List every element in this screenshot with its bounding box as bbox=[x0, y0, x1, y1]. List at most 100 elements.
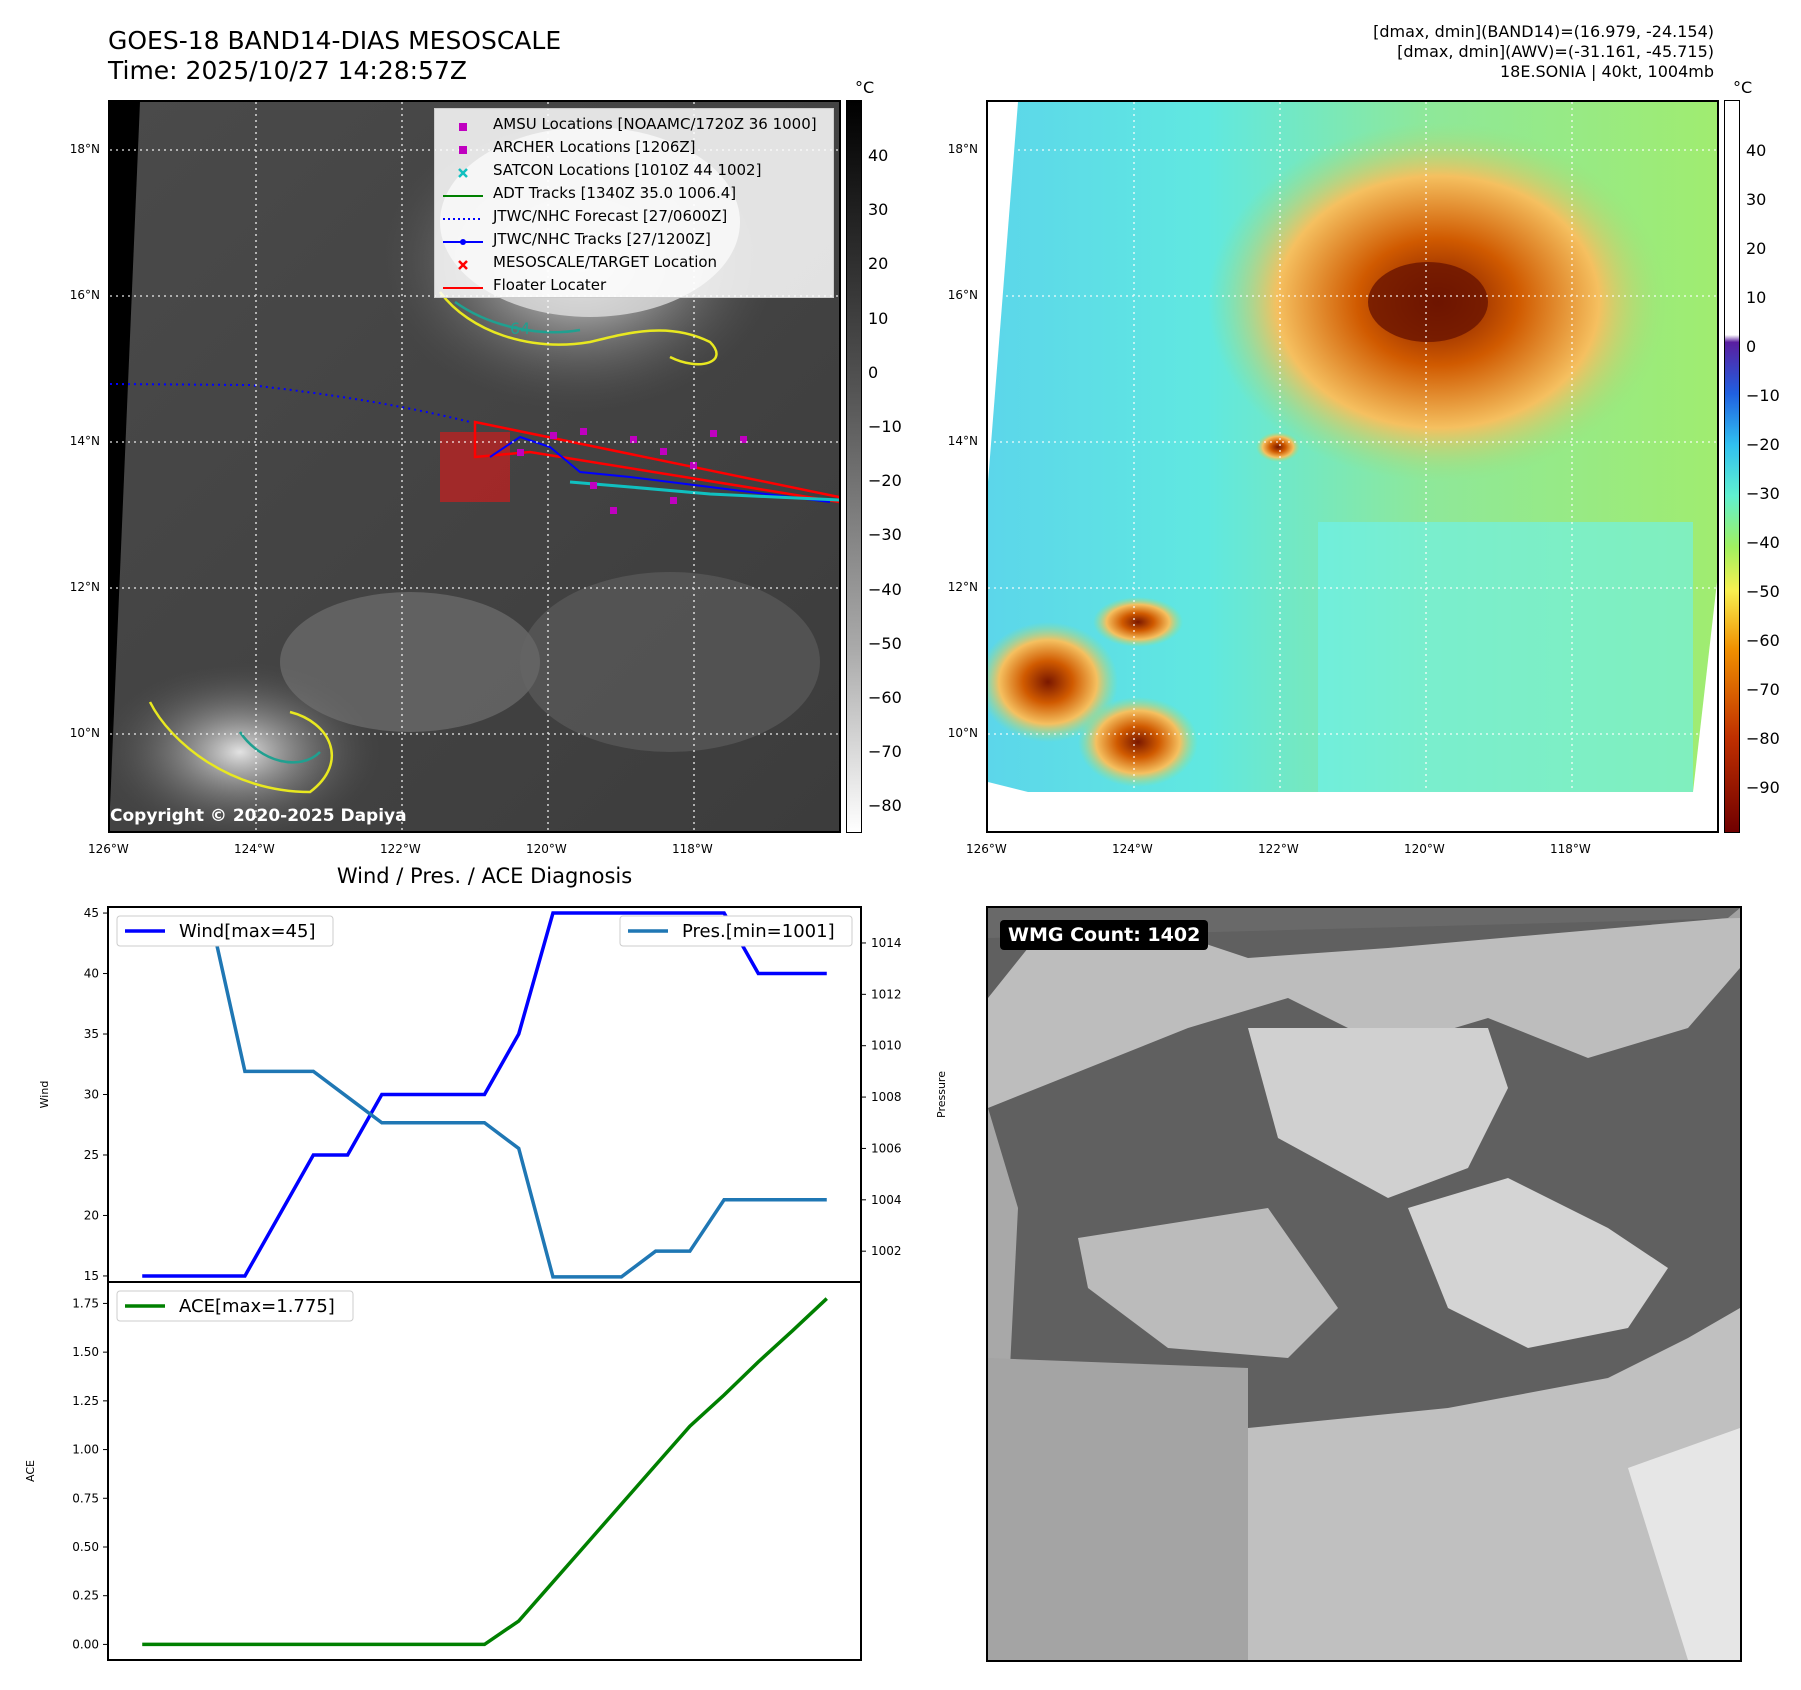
series-line-1 bbox=[142, 1297, 828, 1647]
colorbar-tick-label: 0 bbox=[1746, 337, 1757, 356]
wv-colorbar-ticks: 40 30 20 10 0 −10 −20 −30 −40 −50 −60 −70 −80 −90 bbox=[1746, 100, 1786, 833]
lon-tick-label: 120°W bbox=[526, 842, 567, 856]
lon-tick-label: 122°W bbox=[380, 842, 421, 856]
y-axis-label: Wind bbox=[38, 1081, 51, 1109]
y-tick-label: 45 bbox=[84, 906, 99, 920]
y2-tick-label: 1004 bbox=[871, 1193, 902, 1207]
forecast-track bbox=[110, 383, 471, 423]
legend-item-satcon: SATCON Locations [1010Z 44 1002] bbox=[443, 159, 825, 182]
lon-tick-label: 126°W bbox=[88, 842, 129, 856]
colorbar-tick-label: 0 bbox=[868, 362, 879, 382]
y-tick-label: 1.75 bbox=[72, 1296, 99, 1310]
y2-tick-label: 1010 bbox=[871, 1039, 902, 1053]
wind-pressure-chart: 15 20 25 30 35 40 45 1002 1004 1006 1008 1010 1012 10… bbox=[38, 906, 948, 1283]
ir-lon-ticks: 126°W 124°W 122°W 120°W 118°W bbox=[88, 840, 841, 860]
legend-item-adt: ADT Tracks [1340Z 35.0 1006.4] bbox=[443, 184, 737, 202]
y-tick-label: 35 bbox=[84, 1027, 99, 1041]
colorbar-tick-label: 30 bbox=[1746, 190, 1767, 209]
y-tick-label: 20 bbox=[84, 1208, 99, 1222]
colorbar-tick-label: −20 bbox=[868, 471, 902, 491]
chart-legend-1: Wind[max=45] bbox=[116, 915, 334, 947]
ir-colorbar-ticks: 40 30 20 10 0 −10 −20 −30 −40 −50 −60 −70 −80 bbox=[868, 100, 908, 833]
stats-block: [dmax, dmin](BAND14)=(16.979, -24.154) [… bbox=[1373, 22, 1714, 82]
colorbar-tick-label: −60 bbox=[1746, 631, 1780, 650]
colorbar-tick-label: −60 bbox=[868, 688, 902, 707]
legend-item-archer: ARCHER Locations [1206Z] bbox=[443, 136, 825, 159]
stats-awv: [dmax, dmin](AWV)=(-31.161, -45.715) bbox=[1397, 42, 1714, 61]
wv-colorbar-unit: °C bbox=[1733, 78, 1753, 97]
wv-lon-ticks: 126°W 124°W 122°W 120°W 118°W bbox=[966, 840, 1719, 860]
contour-label: 64 bbox=[510, 319, 530, 338]
lat-tick-label: 12°N bbox=[69, 580, 100, 594]
lat-tick-label: 10°N bbox=[947, 726, 978, 740]
y-tick-label: 1.50 bbox=[72, 1345, 99, 1359]
wv-map-image bbox=[988, 102, 1717, 831]
lat-tick-label: 12°N bbox=[947, 580, 978, 594]
y2-axis-label: Pressure bbox=[935, 1071, 948, 1118]
stats-band14: [dmax, dmin](BAND14)=(16.979, -24.154) bbox=[1373, 22, 1714, 41]
wmg-panel bbox=[986, 906, 1742, 1662]
colorbar-tick-label: −80 bbox=[868, 796, 902, 816]
y-tick-label: 0.50 bbox=[72, 1540, 99, 1554]
colorbar-tick-label: −90 bbox=[1746, 778, 1780, 797]
lat-tick-label: 18°N bbox=[947, 142, 978, 156]
legend-box bbox=[619, 915, 853, 947]
y2-tick-label: 1012 bbox=[871, 987, 902, 1001]
storm-info: 18E.SONIA | 40kt, 1004mb bbox=[1499, 62, 1714, 81]
lat-tick-label: 14°N bbox=[947, 434, 978, 448]
legend-item-forecast: JTWC/NHC Forecast [27/0600Z] bbox=[443, 207, 728, 225]
legend-item-target: MESOSCALE/TARGET Location bbox=[443, 251, 825, 274]
y-tick-label: 0.75 bbox=[72, 1491, 99, 1505]
lon-tick-label: 126°W bbox=[966, 842, 1007, 856]
colorbar-tick-label: 40 bbox=[1746, 141, 1767, 160]
lat-tick-label: 16°N bbox=[947, 288, 978, 302]
colorbar-tick-label: −10 bbox=[868, 417, 902, 436]
lat-tick-label: 16°N bbox=[69, 288, 100, 302]
y-tick-label: 40 bbox=[84, 967, 99, 981]
y-tick-label: 25 bbox=[84, 1148, 99, 1162]
lon-tick-label: 124°W bbox=[1112, 842, 1153, 856]
colorbar-tick-label: 20 bbox=[1746, 239, 1767, 258]
colorbar-tick-label: 40 bbox=[868, 146, 889, 165]
colorbar-tick-label: −10 bbox=[1746, 386, 1780, 405]
series-line-1 bbox=[142, 911, 827, 1278]
y2-tick-label: 1008 bbox=[871, 1090, 902, 1104]
colorbar-tick-label: 30 bbox=[868, 200, 889, 220]
lat-tick-label: 14°N bbox=[69, 434, 100, 448]
lat-tick-label: 10°N bbox=[69, 726, 100, 740]
colorbar-tick-label: −50 bbox=[868, 633, 902, 653]
lon-tick-label: 122°W bbox=[1258, 842, 1299, 856]
y-tick-label: 30 bbox=[84, 1088, 99, 1102]
colorbar-tick-label: −70 bbox=[868, 742, 902, 762]
legend-item-floater: Floater Locater bbox=[443, 276, 607, 294]
ir-lat-ticks: 18°N 16°N 14°N 12°N 10°N bbox=[40, 100, 104, 833]
colorbar-tick-label: 20 bbox=[868, 254, 889, 274]
wv-colorbar bbox=[1724, 100, 1740, 833]
y2-tick-label: 1006 bbox=[871, 1141, 902, 1155]
wv-map-panel bbox=[986, 100, 1719, 833]
legend-box bbox=[116, 915, 334, 947]
lon-tick-label: 118°W bbox=[1550, 842, 1591, 856]
y-tick-label: 1.25 bbox=[72, 1394, 99, 1408]
colorbar-tick-label: −40 bbox=[868, 579, 902, 599]
y-tick-label: 0.25 bbox=[72, 1589, 99, 1603]
wmg-count-badge: WMG Count: 1402 bbox=[1000, 920, 1209, 950]
colorbar-tick-label: 10 bbox=[1746, 288, 1767, 307]
colorbar-tick-label: 10 bbox=[868, 308, 889, 328]
colorbar-tick-label: −30 bbox=[1746, 484, 1780, 503]
wmg-image bbox=[988, 908, 1740, 1660]
copyright-text: Copyright © 2020-2025 Dapiya bbox=[110, 806, 407, 826]
colorbar-tick-label: −80 bbox=[1746, 729, 1780, 748]
y2-tick-label: 1002 bbox=[871, 1244, 902, 1258]
y-tick-label: 0.00 bbox=[72, 1637, 99, 1651]
colorbar-tick-label: −20 bbox=[1746, 435, 1780, 454]
lon-tick-label: 118°W bbox=[672, 842, 713, 856]
lon-tick-label: 120°W bbox=[1404, 842, 1445, 856]
plot-area bbox=[107, 1281, 862, 1661]
colorbar-tick-label: −70 bbox=[1746, 680, 1780, 699]
colorbar-tick-label: −30 bbox=[868, 525, 902, 545]
legend-box bbox=[116, 1290, 354, 1322]
y2-tick-label: 1014 bbox=[871, 936, 902, 950]
ir-colorbar bbox=[846, 100, 862, 833]
series-line-2 bbox=[142, 915, 827, 1279]
